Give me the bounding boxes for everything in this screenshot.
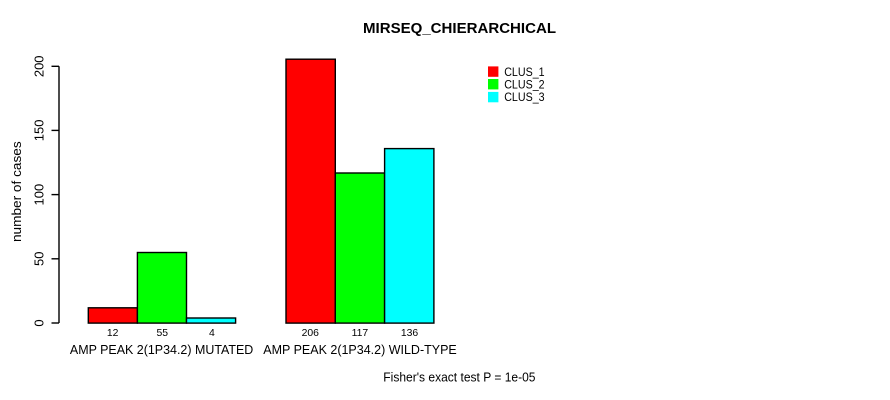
svg-text:12: 12 (107, 328, 119, 339)
svg-text:MIRSEQ_CHIERARCHICAL: MIRSEQ_CHIERARCHICAL (363, 21, 556, 37)
svg-text:AMP PEAK 2(1P34.2) MUTATED: AMP PEAK 2(1P34.2) MUTATED (70, 342, 253, 357)
svg-text:0: 0 (32, 319, 47, 326)
svg-text:55: 55 (157, 328, 169, 339)
svg-text:CLUS_3: CLUS_3 (504, 91, 544, 104)
svg-text:100: 100 (32, 184, 47, 206)
svg-text:CLUS_1: CLUS_1 (504, 66, 544, 79)
svg-text:4: 4 (209, 328, 215, 339)
svg-text:50: 50 (32, 252, 47, 266)
svg-text:number of cases: number of cases (9, 141, 24, 242)
svg-text:117: 117 (352, 328, 369, 339)
svg-text:206: 206 (302, 328, 320, 339)
svg-text:Fisher's exact test P = 1e-05: Fisher's exact test P = 1e-05 (383, 370, 535, 385)
svg-text:150: 150 (32, 120, 47, 142)
svg-text:CLUS_2: CLUS_2 (504, 79, 544, 92)
svg-text:200: 200 (32, 55, 47, 77)
svg-text:136: 136 (401, 328, 419, 339)
svg-text:AMP PEAK 2(1P34.2) WILD-TYPE: AMP PEAK 2(1P34.2) WILD-TYPE (263, 342, 457, 357)
